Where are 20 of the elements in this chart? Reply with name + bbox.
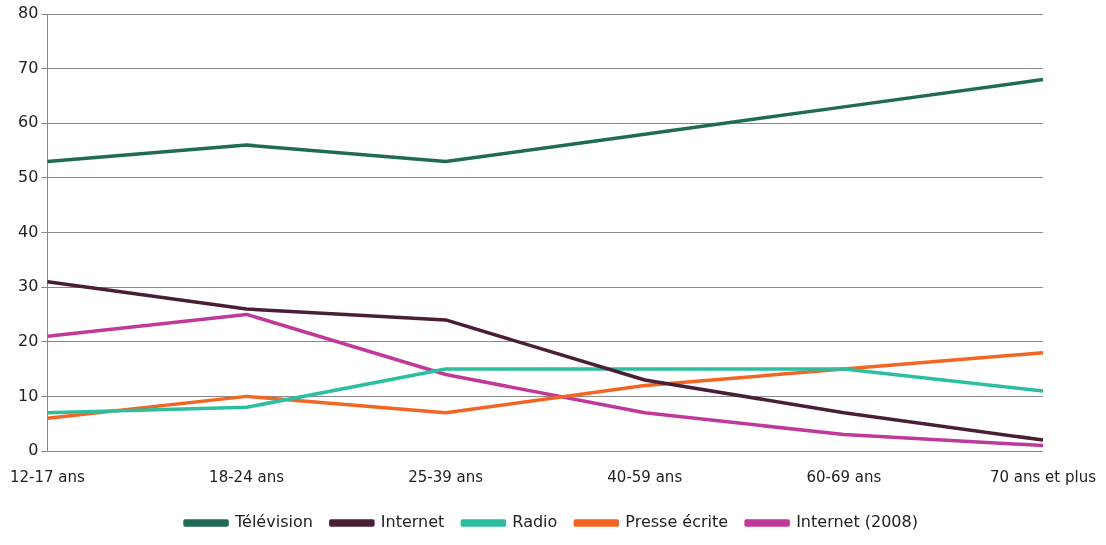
x-tick-label: 40-59 ans <box>607 467 683 486</box>
legend-label: Télévision <box>234 512 313 532</box>
y-tick-label: 80 <box>18 3 39 23</box>
x-tick-label: 70 ans et plus <box>989 467 1097 486</box>
legend-label: Internet (2008) <box>796 512 918 532</box>
y-tick-label: 20 <box>18 330 39 350</box>
x-tick-label: 25-39 ans <box>408 467 484 486</box>
y-tick-label: 10 <box>18 385 39 405</box>
y-tick-label: 70 <box>18 57 39 77</box>
x-tick-label: 12-17 ans <box>10 467 86 486</box>
x-tick-label: 60-69 ans <box>806 467 882 486</box>
legend-label: Internet <box>380 512 445 532</box>
y-tick-label: 60 <box>18 112 39 132</box>
y-tick-label: 50 <box>18 167 39 187</box>
x-tick-label: 18-24 ans <box>209 467 285 486</box>
y-tick-label: 30 <box>18 276 39 296</box>
y-tick-label: 40 <box>18 221 39 241</box>
y-tick-label: 0 <box>28 440 39 460</box>
legend-label: Radio <box>512 512 558 532</box>
legend-label: Presse écrite <box>625 512 729 532</box>
